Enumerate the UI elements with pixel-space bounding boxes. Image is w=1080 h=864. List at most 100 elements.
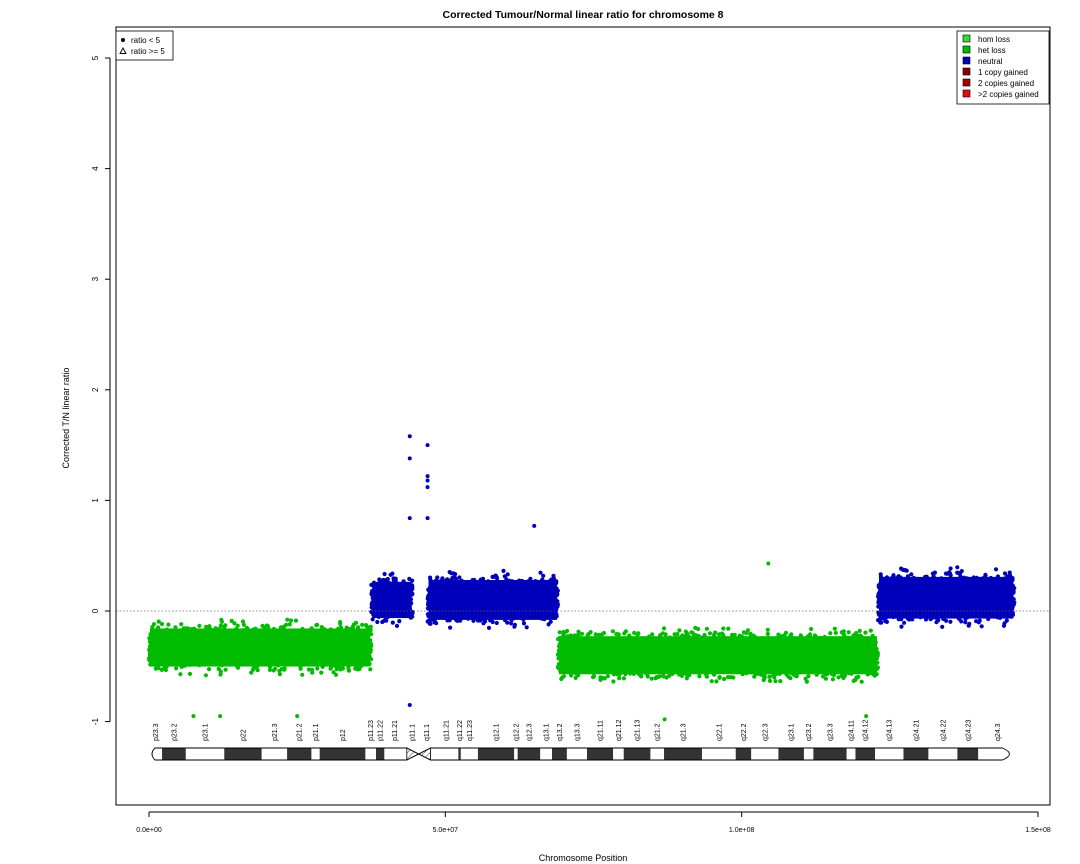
segment-3-point [776,632,781,637]
segment-1-point [382,618,387,623]
segment-0-point [197,623,202,628]
segment-0-point [285,617,290,622]
segment-2-point [505,620,510,625]
segment-0-point [187,671,193,677]
segment-2-point [538,570,543,575]
segment-2-point [551,576,557,581]
segment-2-point [541,573,546,578]
segment-0-point [333,672,339,677]
segment-3-point [610,629,616,634]
segment-3-point [576,629,581,634]
segment-3-point [712,632,717,637]
segment-2-core [428,579,557,620]
segment-0-point [298,666,303,671]
segment-2-point [481,621,486,626]
segment-2-point [492,574,497,579]
segment-0-point [338,621,343,627]
segment-3-point [664,675,669,680]
segment-2 [425,568,561,631]
segment-0-point [235,665,241,670]
segment-1-point [393,576,398,581]
segment-0-point [319,670,324,675]
segment-3-point [588,630,593,635]
segment-0-point [368,667,373,672]
x-axis-label: Chromosome Position [539,853,628,863]
chart-title: Corrected Tumour/Normal linear ratio for… [442,9,723,21]
segment-1-core [372,581,412,619]
segment-0 [146,617,374,678]
segment-0-point [334,667,339,672]
segment-3-point [765,627,770,632]
segment-2-point [448,625,453,630]
segment-0-core [150,628,371,667]
segment-0-point [235,623,240,628]
segment-0-point [223,623,228,628]
segment-3-point [717,675,722,680]
segment-0-point [264,623,269,628]
segment-0-point [241,622,246,627]
segment-0-point [174,666,179,671]
segment-0-point [277,668,282,674]
segment-1-point [394,623,400,629]
segment-0-point [267,667,273,673]
segment-0-point [328,666,333,671]
segment-2-point [428,621,433,626]
segment-3-point [621,676,627,681]
segment-3-point [591,675,596,680]
segment-0-point [288,618,294,623]
segment-0-point [163,667,168,673]
segment-2-point [450,576,455,581]
segment-3-point [696,626,701,632]
segment-2-point [502,574,507,579]
segment-0-point [229,618,234,624]
segment-1-point [382,571,387,577]
segment-1-point [381,577,386,583]
segment-0-point [363,623,369,628]
segment-0-point [293,618,299,623]
segment-0-point [179,622,184,627]
segment-0-point [240,619,246,624]
segment-0-point [223,667,228,672]
segment-0-point [340,666,345,671]
segment-0-point [368,624,373,629]
segment-2-point [524,625,529,630]
segment-0-point [277,672,282,677]
segment-0-point [287,622,292,627]
segment-0-point [159,621,165,627]
segment-1-point [407,576,412,582]
segment-2-point [486,625,492,631]
segment-0-point [315,666,320,671]
segment-3-point [707,631,713,636]
segment-3-point [833,630,838,636]
segment-3-point [611,679,616,684]
segment-0-point [315,622,320,628]
segment-1-point [390,620,395,625]
segment-3-point [809,626,814,632]
segment-3-point [761,677,766,683]
segment-2-point [449,571,454,576]
segment-0-point [273,666,278,672]
segment-1-point [388,572,393,577]
segment-3-point [661,626,667,631]
segment-3-point [767,674,772,680]
segment-2-point [521,621,527,626]
segment-2-point [546,622,551,627]
segment-3-point [832,626,837,631]
segment-0-point [151,622,157,627]
segment-0-point [306,667,311,672]
segment-0-point [178,672,183,677]
data-points [146,434,1017,722]
segment-0-point [300,672,305,677]
segment-0-point [282,667,287,672]
segment-0-point [249,670,254,675]
segment-0-point [156,619,161,624]
segment-1-point [375,619,380,625]
segment-3-point [704,674,710,679]
segment-0-point [173,625,178,630]
segment-3-point [830,677,836,682]
segment-2-point [512,622,518,627]
segment-1-point [397,619,402,624]
segment-3-point [721,626,726,631]
segment-3-point [748,632,753,637]
